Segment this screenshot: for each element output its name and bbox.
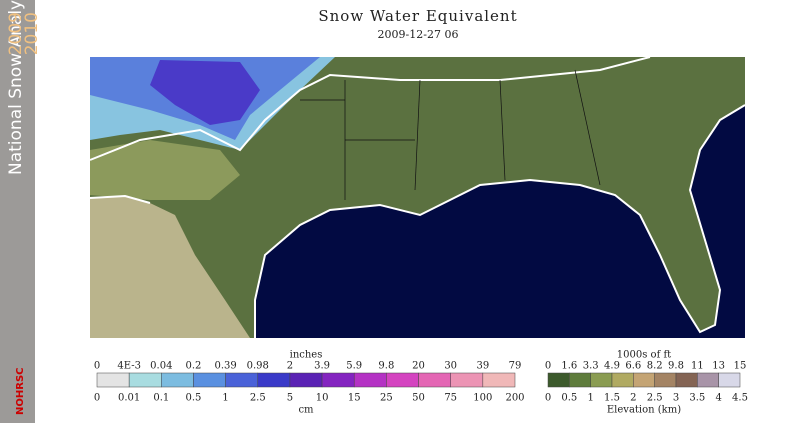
legend-label: 8.2 (647, 361, 663, 372)
legend-swatch (225, 372, 259, 388)
sidebar (0, 0, 35, 423)
legend-label: 9.8 (378, 361, 394, 372)
legend-label: 0.04 (150, 361, 172, 372)
legend-label: 0 (545, 393, 551, 404)
title: Snow Water Equivalent (318, 7, 517, 25)
legend-swatch (96, 372, 130, 388)
legend-label: 0.2 (186, 361, 202, 372)
legend-label: 0.1 (153, 393, 169, 404)
legend-label: 3.9 (314, 361, 330, 372)
legend-label: 0.39 (214, 361, 236, 372)
legend-label: 4E-3 (117, 361, 141, 372)
legend-label: 39 (476, 361, 489, 372)
legend-label: 3.5 (689, 393, 705, 404)
legend-label: 0.98 (247, 361, 269, 372)
legend-label: 2.5 (250, 393, 266, 404)
legend-label: 1.6 (561, 361, 577, 372)
legend-swatch (450, 372, 484, 388)
legend-label: 0 (94, 361, 100, 372)
logo: NOHRSC (15, 368, 26, 415)
legend-label: 79 (509, 361, 522, 372)
legend-swatch (257, 372, 291, 388)
legend-swatch (547, 372, 570, 388)
coastline (254, 104, 746, 338)
legend-unit: Elevation (km) (607, 405, 681, 416)
legend-label: 1.5 (604, 393, 620, 404)
sidebar-year: 2009 (6, 12, 26, 55)
legend-swatch (654, 372, 677, 388)
legend-swatch (353, 372, 387, 388)
legend-label: 50 (412, 393, 425, 404)
legend-unit: inches (290, 350, 323, 361)
legend-label: 2.5 (647, 393, 663, 404)
legend-label: 75 (444, 393, 457, 404)
legend-label: 0 (94, 393, 100, 404)
legend-swatch (386, 372, 419, 388)
legend-label: 30 (444, 361, 457, 372)
legend-swatch (718, 372, 741, 388)
legend-swatch (161, 372, 194, 388)
sidebar-title: National Snow Analysis (6, 0, 26, 175)
legend-label: 4 (715, 393, 721, 404)
legend-unit: 1000s of ft (617, 350, 671, 361)
legend-swatch (482, 372, 516, 388)
border (89, 56, 651, 161)
legend-swatch (590, 372, 613, 388)
legend-label: 11 (691, 361, 704, 372)
legend-label: 3 (673, 393, 679, 404)
legend-swatch (675, 372, 698, 388)
legend-swatch (633, 372, 655, 388)
legend-label: 0.5 (186, 393, 202, 404)
legend-swatch (128, 372, 162, 388)
legend-label: 5.9 (346, 361, 362, 372)
legend-label: 0.01 (118, 393, 140, 404)
border (89, 194, 151, 204)
legend-swatch (321, 372, 355, 388)
legend-label: 20 (412, 361, 425, 372)
legend-swatch (289, 372, 323, 388)
legend-swatch (569, 372, 591, 388)
legend-label: 13 (712, 361, 725, 372)
legend-swatch (611, 372, 634, 388)
legend-label: 9.8 (668, 361, 684, 372)
legend-unit: cm (298, 405, 314, 416)
legend-label: 5 (287, 393, 293, 404)
legend-label: 2 (630, 393, 636, 404)
snow-deep (150, 60, 260, 125)
legend-label: 4.5 (732, 393, 748, 404)
legend-label: 15 (348, 393, 361, 404)
legend-label: 200 (505, 393, 524, 404)
dry-land (90, 140, 240, 200)
legend-swatch (697, 372, 719, 388)
legend-label: 2 (287, 361, 293, 372)
state-lines (300, 69, 601, 200)
legend-label: 6.6 (625, 361, 641, 372)
legend-label: 0.5 (561, 393, 577, 404)
legend-label: 25 (380, 393, 393, 404)
legend-label: 3.3 (583, 361, 599, 372)
map (89, 56, 746, 338)
date: 2009-12-27 06 (378, 28, 459, 41)
legend-label: 0 (545, 361, 551, 372)
legend-label: 10 (316, 393, 329, 404)
legend-label: 1 (587, 393, 593, 404)
legend-label: 4.9 (604, 361, 620, 372)
legend-label: 100 (473, 393, 492, 404)
legend-swatch (193, 372, 226, 388)
legend-label: 15 (734, 361, 747, 372)
sidebar-year: 2010 (22, 12, 42, 55)
mexico (90, 196, 250, 338)
legend-swatch (418, 372, 451, 388)
legend-label: 1 (222, 393, 228, 404)
